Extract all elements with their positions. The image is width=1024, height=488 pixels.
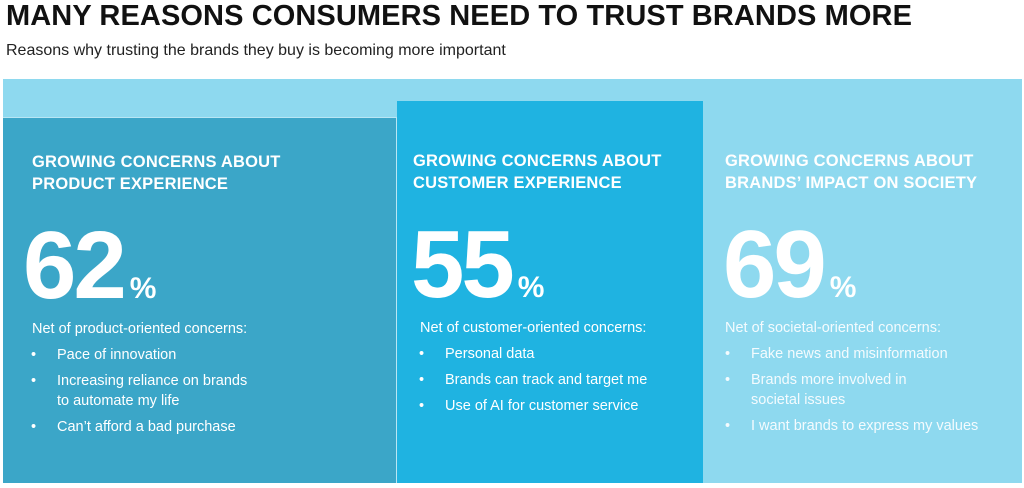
bullet-icon: • [31, 373, 37, 389]
stat-value: 55 [411, 211, 515, 318]
percentage-stat: 69% [723, 217, 856, 336]
percentage-stat: 55% [411, 217, 544, 336]
net-label: Net of product-oriented concerns: [32, 321, 248, 337]
heading-line: GROWING CONCERNS ABOUT [413, 152, 662, 170]
stat-value: 62 [23, 212, 127, 319]
panel-heading: GROWING CONCERNS ABOUT PRODUCT EXPERIENC… [32, 151, 281, 195]
list-item-text: Increasing reliance on brands [57, 373, 248, 389]
list-item: • Use of AI for customer service [417, 396, 697, 416]
list-item-text: Fake news and misinformation [751, 346, 948, 362]
bullet-icon: • [419, 372, 425, 388]
bullet-icon: • [725, 346, 731, 362]
stat-value: 69 [723, 211, 827, 318]
list-item: • Brands can track and target me [417, 370, 697, 390]
concern-list: • Pace of innovation • Increasing reliance… [29, 345, 389, 443]
bullet-icon: • [31, 347, 37, 363]
panel-customer-experience: GROWING CONCERNS ABOUT CUSTOMER EXPERIEN… [397, 101, 703, 483]
list-item-text: Personal data [445, 346, 535, 362]
net-label: Net of societal-oriented concerns: [725, 320, 941, 336]
heading-line: PRODUCT EXPERIENCE [32, 175, 229, 193]
percent-sign: % [129, 272, 157, 305]
heading-line: BRANDS’ IMPACT ON SOCIETY [725, 174, 978, 192]
page-title: MANY REASONS CONSUMERS NEED TO TRUST BRA… [6, 0, 913, 32]
list-item-text: Pace of innovation [57, 347, 177, 363]
heading-line: GROWING CONCERNS ABOUT [725, 152, 974, 170]
net-label: Net of customer-oriented concerns: [420, 320, 647, 336]
bullet-icon: • [31, 419, 37, 435]
list-item: • Brands more involved in societal issues [723, 370, 1018, 410]
page-subtitle: Reasons why trusting the brands they buy… [6, 42, 506, 59]
list-item-text: Use of AI for customer service [445, 398, 639, 414]
bullet-icon: • [419, 346, 425, 362]
list-item: • Fake news and misinformation [723, 344, 1018, 364]
heading-line: CUSTOMER EXPERIENCE [413, 174, 622, 192]
list-item: • Increasing reliance on brands to automat… [29, 371, 389, 411]
list-item: • Personal data [417, 344, 697, 364]
percentage-stat: 62% [23, 218, 156, 337]
list-item: • Pace of innovation [29, 345, 389, 365]
percent-sign: % [517, 271, 545, 304]
list-item-text: Can’t afford a bad purchase [57, 419, 236, 435]
panel-impact-on-society: GROWING CONCERNS ABOUT BRANDS’ IMPACT ON… [703, 101, 1022, 483]
bullet-icon: • [725, 418, 731, 434]
list-item-text: I want brands to express my values [751, 418, 979, 434]
panel-heading: GROWING CONCERNS ABOUT BRANDS’ IMPACT ON… [725, 150, 977, 194]
list-item: • I want brands to express my values [723, 416, 1018, 436]
list-item-text: societal issues [751, 392, 846, 408]
list-item-text: Brands can track and target me [445, 372, 648, 388]
concern-list: • Fake news and misinformation • Brands mo… [723, 344, 1018, 442]
list-item: • Can’t afford a bad purchase [29, 417, 389, 437]
panel-heading: GROWING CONCERNS ABOUT CUSTOMER EXPERIEN… [413, 150, 662, 194]
list-item-text: Brands more involved in [751, 372, 907, 388]
list-item-text: to automate my life [57, 393, 180, 409]
percent-sign: % [829, 271, 857, 304]
heading-line: GROWING CONCERNS ABOUT [32, 153, 281, 171]
bullet-icon: • [725, 372, 731, 388]
concern-list: • Personal data • Brands can track and tar… [417, 344, 697, 422]
panel-product-experience: GROWING CONCERNS ABOUT PRODUCT EXPERIENC… [3, 117, 397, 483]
bullet-icon: • [419, 398, 425, 414]
